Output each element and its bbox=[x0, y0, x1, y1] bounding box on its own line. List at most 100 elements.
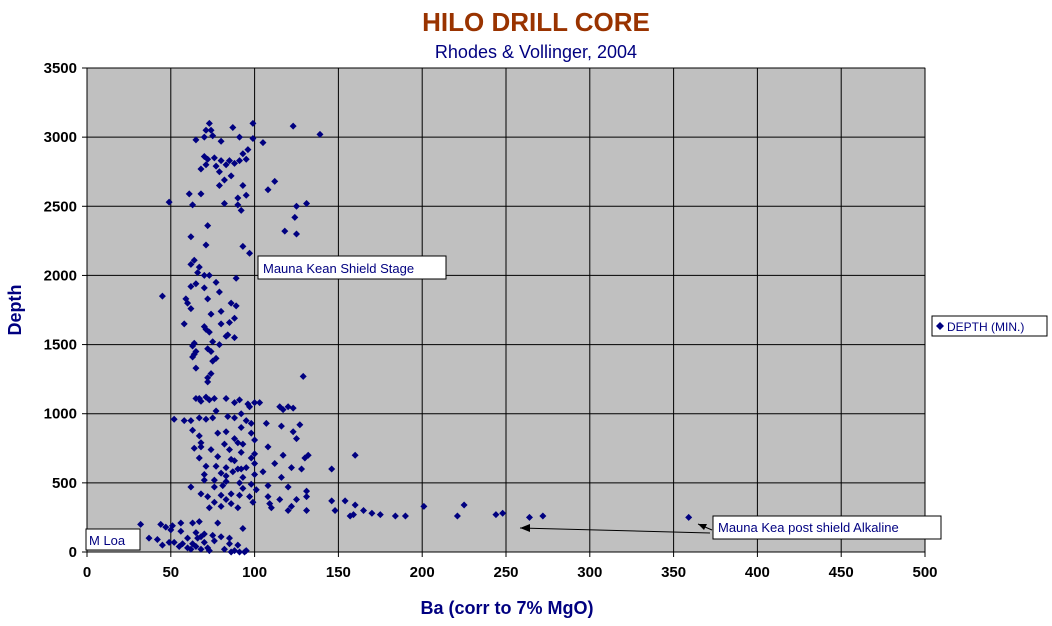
data-point bbox=[222, 332, 230, 340]
data-point bbox=[230, 314, 238, 322]
data-point bbox=[251, 399, 259, 407]
data-point bbox=[210, 483, 218, 491]
data-point bbox=[200, 538, 208, 546]
data-point bbox=[264, 493, 272, 501]
data-point bbox=[287, 502, 295, 510]
data-point bbox=[162, 523, 170, 531]
data-point bbox=[242, 464, 250, 472]
x-tick-label: 450 bbox=[829, 564, 854, 581]
data-point bbox=[194, 534, 202, 542]
data-point bbox=[177, 527, 185, 535]
annotation-shield-stage-text: Mauna Kean Shield Stage bbox=[263, 261, 414, 276]
data-point bbox=[165, 538, 173, 546]
data-point bbox=[200, 133, 208, 141]
data-point bbox=[175, 542, 183, 550]
data-point bbox=[237, 206, 245, 214]
data-point bbox=[217, 491, 225, 499]
data-point bbox=[247, 429, 255, 437]
data-point bbox=[195, 263, 203, 271]
data-point bbox=[259, 468, 267, 476]
x-tick-label: 400 bbox=[745, 564, 770, 581]
data-point bbox=[215, 182, 223, 190]
data-point bbox=[346, 512, 354, 520]
data-point bbox=[264, 186, 272, 194]
data-point bbox=[279, 451, 287, 459]
x-tick-label: 300 bbox=[577, 564, 602, 581]
data-point bbox=[236, 133, 244, 141]
data-point bbox=[225, 540, 233, 548]
data-point bbox=[276, 495, 284, 503]
data-point bbox=[184, 299, 192, 307]
data-point bbox=[204, 493, 212, 501]
data-point bbox=[212, 462, 220, 470]
data-point bbox=[230, 435, 238, 443]
data-point bbox=[212, 407, 220, 415]
data-point bbox=[217, 469, 225, 477]
data-point bbox=[214, 453, 222, 461]
data-point bbox=[249, 135, 257, 143]
data-point bbox=[303, 507, 311, 515]
data-point bbox=[189, 426, 197, 434]
data-point bbox=[215, 288, 223, 296]
data-point bbox=[195, 432, 203, 440]
data-point bbox=[293, 435, 300, 443]
data-point bbox=[230, 457, 238, 465]
data-point bbox=[259, 139, 267, 147]
data-point bbox=[220, 176, 228, 184]
data-point bbox=[242, 417, 250, 425]
data-point bbox=[189, 201, 197, 209]
data-point bbox=[170, 415, 178, 423]
data-point bbox=[296, 421, 304, 429]
data-point bbox=[351, 451, 359, 459]
data-point bbox=[209, 132, 217, 140]
data-point bbox=[214, 429, 222, 437]
data-point bbox=[234, 541, 242, 549]
data-point bbox=[212, 278, 220, 286]
data-point bbox=[202, 241, 210, 249]
data-point bbox=[249, 119, 257, 127]
data-point bbox=[212, 162, 220, 170]
y-tick-label: 1500 bbox=[44, 337, 77, 354]
data-point bbox=[234, 504, 242, 512]
data-point bbox=[200, 284, 208, 292]
data-point bbox=[217, 502, 225, 510]
data-point bbox=[192, 280, 200, 288]
data-point bbox=[360, 507, 368, 515]
x-tick-label: 50 bbox=[162, 564, 179, 581]
data-point bbox=[209, 338, 217, 346]
data-point bbox=[220, 200, 228, 208]
data-point bbox=[230, 159, 238, 167]
data-point bbox=[209, 531, 217, 539]
data-point bbox=[281, 227, 289, 235]
data-point bbox=[217, 157, 225, 165]
data-point bbox=[239, 440, 247, 448]
data-point bbox=[391, 512, 399, 520]
legend-marker-diamond bbox=[936, 322, 944, 330]
data-point bbox=[232, 274, 240, 282]
data-point bbox=[180, 417, 188, 425]
data-point bbox=[158, 541, 166, 549]
data-point bbox=[205, 328, 213, 336]
data-point bbox=[217, 307, 225, 315]
data-point bbox=[207, 446, 215, 454]
data-point bbox=[197, 443, 205, 451]
x-tick-label: 250 bbox=[493, 564, 518, 581]
data-point bbox=[204, 295, 212, 303]
data-point bbox=[236, 548, 244, 556]
data-point bbox=[214, 519, 222, 527]
data-point bbox=[453, 512, 461, 520]
data-point bbox=[237, 465, 245, 473]
x-tick-label: 200 bbox=[410, 564, 435, 581]
data-point bbox=[539, 512, 547, 520]
data-point bbox=[202, 415, 210, 423]
data-point bbox=[271, 177, 279, 185]
data-point bbox=[209, 357, 217, 365]
legend: DEPTH (MIN.) bbox=[931, 315, 1048, 337]
data-point bbox=[187, 305, 195, 313]
y-axis-label: Depth bbox=[5, 285, 25, 336]
x-tick-label: 350 bbox=[661, 564, 686, 581]
data-point bbox=[192, 542, 200, 550]
data-point bbox=[145, 534, 153, 542]
data-point bbox=[289, 404, 297, 412]
